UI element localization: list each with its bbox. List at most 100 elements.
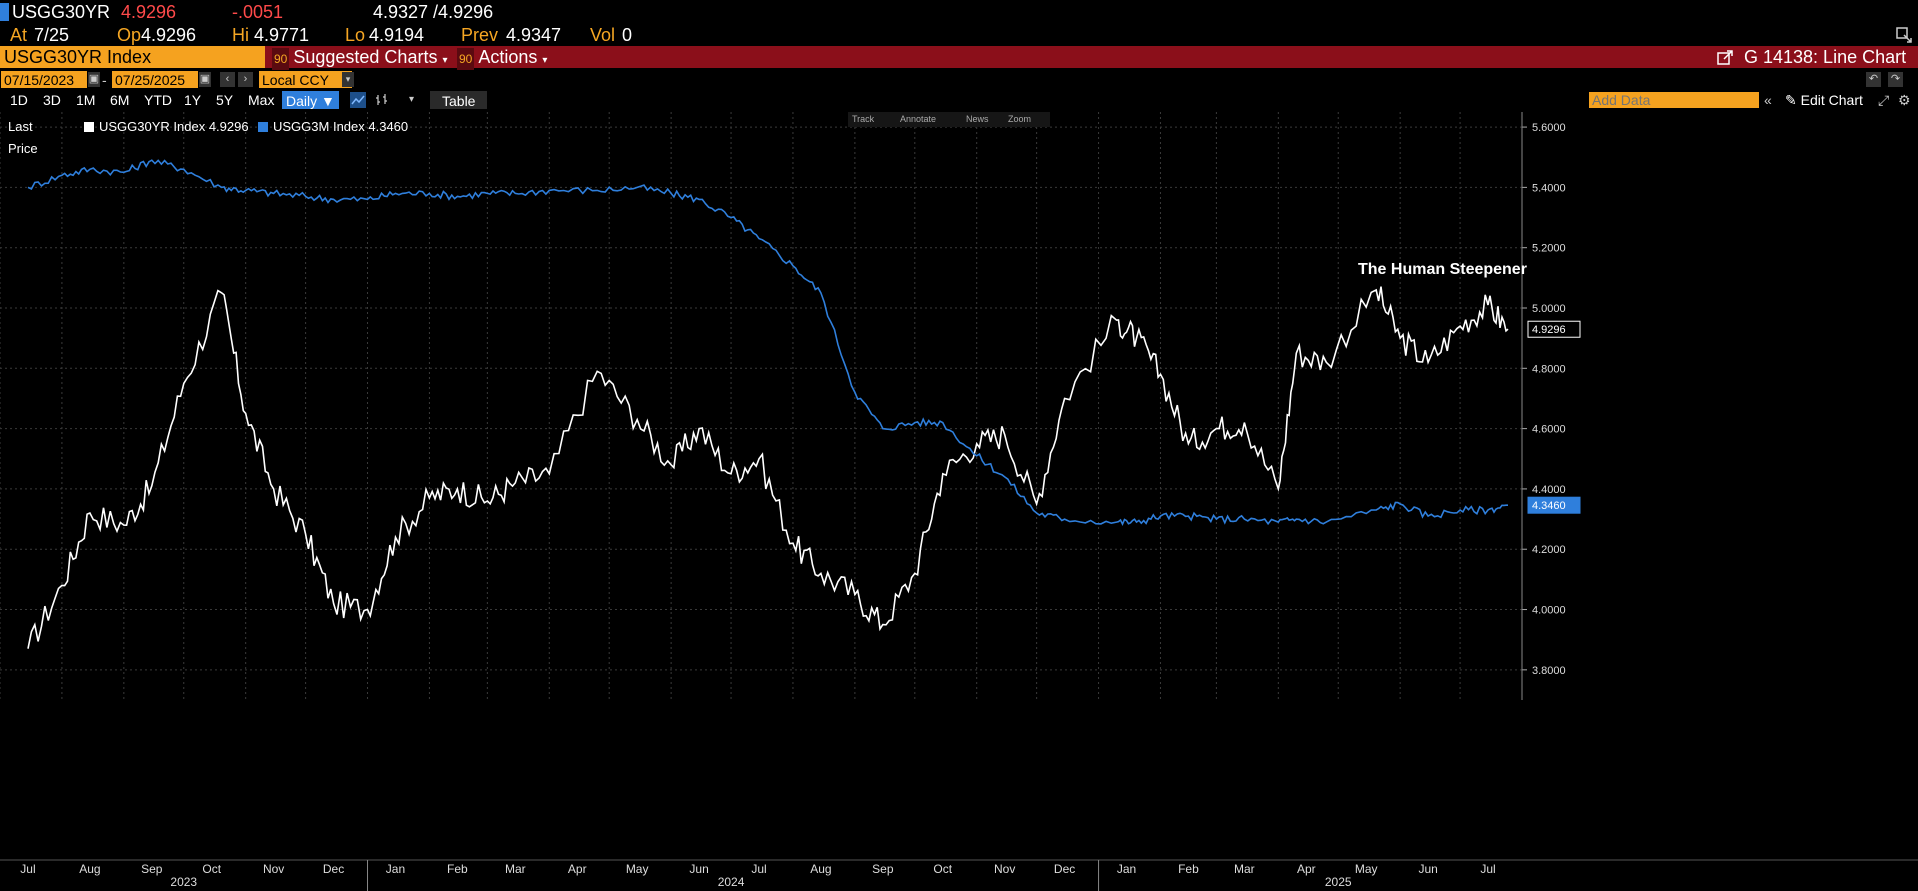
chart-id: G 14138: Line Chart xyxy=(1744,47,1907,67)
x-tick-label: Sep xyxy=(872,862,894,876)
y-tick-label: 4.6000 xyxy=(1532,424,1566,436)
line-chart[interactable]: Jul Aug Sep Oct Nov Dec Jan Feb Mar Apr May Jun Jul A… xyxy=(0,112,1918,891)
period-1d[interactable]: 1D xyxy=(10,92,28,108)
frequency-label: Daily xyxy=(286,93,318,109)
currency-select[interactable]: Local CCY xyxy=(259,71,352,88)
x-tick-label: May xyxy=(1355,862,1378,876)
x-tick-label: Dec xyxy=(1054,862,1075,876)
period-ytd[interactable]: YTD xyxy=(144,92,172,108)
quote-detail-row: At 7/25 Op 4.9296 Hi 4.9771 Lo 4.9194 Pr… xyxy=(0,24,1918,46)
open-value: 4.9296 xyxy=(141,25,197,45)
chevron-down-icon[interactable]: ▾ xyxy=(342,72,354,87)
tool-annotate[interactable]: Annotate xyxy=(900,114,937,124)
table-button[interactable]: Table xyxy=(430,91,488,109)
chevron-down-icon: ▾ xyxy=(542,55,548,66)
series-line-1 xyxy=(27,286,1509,649)
suggested-charts-menu[interactable]: 90 Suggested Charts ▾ xyxy=(272,46,448,72)
chevron-down-icon[interactable]: ▾ xyxy=(409,94,415,105)
high-label: Hi xyxy=(232,25,249,45)
calendar-icon[interactable]: ▣ xyxy=(88,72,100,87)
tool-news[interactable]: News xyxy=(966,114,989,124)
period-max[interactable]: Max xyxy=(248,92,275,108)
prev-value: 4.9347 xyxy=(506,25,562,45)
legend-series-2[interactable]: USGG3M Index 4.3460 xyxy=(273,119,409,134)
x-tick-label: Apr xyxy=(1297,862,1316,876)
external-link-icon[interactable] xyxy=(1717,49,1733,65)
security-color-marker xyxy=(0,3,9,21)
y-tick-label: 5.4000 xyxy=(1532,182,1566,194)
add-data-input[interactable] xyxy=(1589,92,1759,108)
bar-chart-icon[interactable] xyxy=(374,92,390,108)
x-tick-label: Aug xyxy=(79,862,100,876)
y-tick-label: 5.2000 xyxy=(1532,243,1566,255)
y-tick-label: 4.4000 xyxy=(1532,484,1566,496)
date-range-row: 07/15/2023 ▣ - 07/25/2025 ▣ ‹ › Local CC… xyxy=(0,71,1918,89)
x-tick-label: Jan xyxy=(386,862,405,876)
x-tick-label: Sep xyxy=(141,862,163,876)
y-tick-label: 3.8000 xyxy=(1532,665,1566,677)
y-tick-label: 4.8000 xyxy=(1532,363,1566,375)
security-field[interactable]: USGG30YR Index xyxy=(0,46,265,68)
frequency-select[interactable]: Daily ▼ xyxy=(282,91,339,109)
year-label: 2024 xyxy=(718,875,745,889)
x-tick-label: Aug xyxy=(810,862,831,876)
x-tick-label: Oct xyxy=(933,862,952,876)
line-chart-icon[interactable] xyxy=(350,92,366,108)
redo-icon[interactable]: ↷ xyxy=(1888,72,1903,87)
period-1m[interactable]: 1M xyxy=(76,92,96,108)
last-value-tag: 4.3460 xyxy=(1532,500,1566,512)
open-label: Op xyxy=(117,25,142,45)
last-value-tag-bg xyxy=(1527,496,1581,514)
tool-track[interactable]: Track xyxy=(852,114,875,124)
low-label: Lo xyxy=(345,25,366,45)
edit-chart-button[interactable]: ✎ Edit Chart xyxy=(1785,92,1863,108)
y-tick-label: 5.6000 xyxy=(1532,122,1566,134)
volume-value: 0 xyxy=(622,25,633,45)
prev-label: Prev xyxy=(461,25,499,45)
actions-menu[interactable]: 90 Actions ▾ xyxy=(457,46,547,72)
undo-icon[interactable]: ↶ xyxy=(1866,72,1881,87)
period-3d[interactable]: 3D xyxy=(43,92,61,108)
period-1y[interactable]: 1Y xyxy=(184,92,202,108)
chart-annotation: The Human Steepener xyxy=(1358,261,1527,278)
legend-series-1[interactable]: USGG30YR Index 4.9296 xyxy=(99,119,249,134)
tool-zoom[interactable]: Zoom xyxy=(1008,114,1032,124)
edit-chart-label: Edit Chart xyxy=(1800,92,1863,108)
x-tick-label: Nov xyxy=(263,862,284,876)
actions-label: Actions xyxy=(478,47,538,67)
period-5y[interactable]: 5Y xyxy=(216,92,234,108)
chart-toolbar: USGG30YR Index 90 Suggested Charts ▾ 90 Ac… xyxy=(0,46,1918,70)
at-label: At xyxy=(10,25,28,45)
resize-icon[interactable]: ⤢ xyxy=(1878,92,1890,108)
x-tick-label: Jul xyxy=(20,862,35,876)
start-date-field[interactable]: 07/15/2023 xyxy=(1,71,87,88)
y-tick-label: 4.2000 xyxy=(1532,544,1566,556)
last-price: 4.9296 xyxy=(121,2,177,22)
calendar-icon[interactable]: ▣ xyxy=(199,72,211,87)
price-change: -.0051 xyxy=(232,2,284,22)
legend-swatch-blue xyxy=(258,122,268,132)
collapse-icon[interactable]: « xyxy=(1764,92,1772,108)
legend-last-price: Last Price xyxy=(8,119,38,156)
x-tick-label: Apr xyxy=(568,862,587,876)
suggested-charts-number: 90 xyxy=(272,48,290,70)
x-tick-label: Jan xyxy=(1117,862,1136,876)
legend-swatch-white xyxy=(84,122,94,132)
prev-period-button[interactable]: ‹ xyxy=(220,72,235,87)
x-tick-label: May xyxy=(626,862,649,876)
last-value-tag: 4.9296 xyxy=(1532,324,1566,336)
last-value-tag-bg xyxy=(1527,320,1581,338)
chart-tools: Track Annotate News Zoom xyxy=(848,112,1050,127)
gear-icon[interactable]: ⚙ xyxy=(1898,92,1911,108)
chevron-down-icon: ▾ xyxy=(442,55,448,66)
y-tick-label: 5.0000 xyxy=(1532,303,1566,315)
end-date-field[interactable]: 07/25/2025 xyxy=(112,71,198,88)
next-period-button[interactable]: › xyxy=(238,72,253,87)
date-separator: - xyxy=(102,72,107,88)
period-6m[interactable]: 6M xyxy=(110,92,130,108)
popout-icon[interactable] xyxy=(1896,26,1912,43)
x-tick-label: Mar xyxy=(1234,862,1255,876)
x-tick-label: Jun xyxy=(1418,862,1437,876)
at-value: 7/25 xyxy=(34,25,70,45)
volume-label: Vol xyxy=(590,25,616,45)
